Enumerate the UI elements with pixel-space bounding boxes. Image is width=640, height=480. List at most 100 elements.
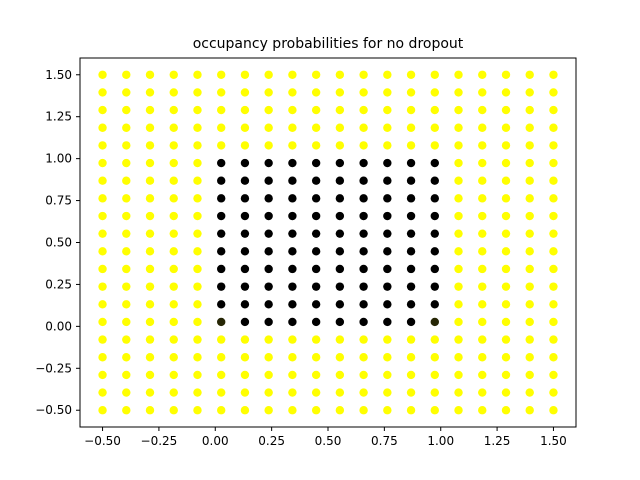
scatter-point-7-2 (145, 282, 155, 291)
scatter-point-4-12 (383, 335, 392, 344)
scatter-point-11-10 (335, 211, 345, 221)
scatter-point-17-4 (193, 105, 202, 115)
scatter-point-2-8 (288, 370, 297, 380)
y-tick-label-6: 1.00 (45, 152, 72, 166)
scatter-point-6-17 (501, 300, 511, 309)
scatter-point-18-10 (335, 88, 345, 97)
scatter-point-10-13 (406, 229, 416, 238)
scatter-point-12-6 (240, 194, 250, 203)
scatter-point-2-1 (122, 370, 131, 380)
scatter-point-16-4 (193, 123, 202, 132)
scatter-point-17-14 (430, 105, 439, 115)
scatter-point-13-11 (359, 176, 368, 185)
scatter-point-4-8 (288, 335, 297, 344)
scatter-point-5-2 (145, 317, 155, 327)
scatter-point-7-8 (288, 282, 297, 291)
scatter-point-10-6 (240, 229, 250, 238)
scatter-point-8-2 (145, 264, 155, 274)
scatter-point-16-13 (406, 123, 416, 132)
scatter-point-16-12 (383, 123, 392, 132)
scatter-point-9-19 (549, 247, 558, 256)
scatter-point-2-7 (264, 370, 273, 380)
scatter-point-13-8 (288, 176, 297, 185)
scatter-point-18-0 (98, 88, 107, 97)
scatter-point-3-11 (359, 353, 368, 362)
scatter-point-0-3 (169, 406, 178, 415)
scatter-point-12-0 (98, 194, 107, 203)
scatter-point-16-14 (430, 123, 439, 132)
scatter-point-11-7 (264, 211, 273, 221)
scatter-point-19-14 (430, 70, 439, 79)
scatter-point-5-9 (311, 317, 321, 327)
scatter-point-2-9 (311, 370, 321, 380)
scatter-point-9-16 (478, 247, 487, 256)
scatter-point-15-3 (169, 141, 178, 150)
x-tick-label-2: 0.00 (202, 434, 229, 448)
scatter-point-6-16 (478, 300, 487, 309)
scatter-point-9-9 (311, 247, 321, 256)
scatter-point-7-19 (549, 282, 558, 291)
scatter-point-5-17 (501, 317, 511, 327)
scatter-point-4-3 (169, 335, 178, 344)
scatter-point-0-18 (525, 406, 534, 415)
x-tick-label-1: −0.25 (141, 434, 178, 448)
scatter-point-5-12 (383, 317, 392, 327)
scatter-point-10-10 (335, 229, 345, 238)
scatter-point-15-14 (430, 141, 439, 150)
scatter-point-6-0 (98, 300, 107, 309)
scatter-point-7-12 (383, 282, 392, 291)
scatter-point-10-1 (122, 229, 131, 238)
scatter-point-17-3 (169, 105, 178, 115)
scatter-point-8-17 (501, 264, 511, 274)
scatter-point-19-6 (240, 70, 250, 79)
scatter-point-17-6 (240, 105, 250, 115)
scatter-point-18-17 (501, 88, 511, 97)
scatter-point-9-1 (122, 247, 131, 256)
scatter-point-1-9 (311, 388, 321, 397)
scatter-point-19-4 (193, 70, 202, 79)
scatter-point-3-1 (122, 353, 131, 362)
scatter-point-14-11 (359, 158, 368, 168)
scatter-point-12-19 (549, 194, 558, 203)
scatter-point-2-18 (525, 370, 534, 380)
scatter-point-15-5 (217, 141, 226, 150)
scatter-point-16-5 (217, 123, 226, 132)
scatter-point-4-7 (264, 335, 273, 344)
scatter-point-7-1 (122, 282, 131, 291)
y-tick-label-7: 1.25 (45, 110, 72, 124)
scatter-point-8-18 (525, 264, 534, 274)
scatter-point-11-3 (169, 211, 178, 221)
scatter-point-1-11 (359, 388, 368, 397)
scatter-point-9-11 (359, 247, 368, 256)
scatter-point-0-16 (478, 406, 487, 415)
scatter-point-0-14 (430, 406, 439, 415)
scatter-point-16-1 (122, 123, 131, 132)
scatter-point-17-0 (98, 105, 107, 115)
scatter-point-18-19 (549, 88, 558, 97)
scatter-point-12-11 (359, 194, 368, 203)
scatter-point-19-9 (311, 70, 321, 79)
scatter-point-13-3 (169, 176, 178, 185)
scatter-point-4-14 (430, 335, 439, 344)
scatter-point-10-8 (288, 229, 297, 238)
y-tick-label-1: −0.25 (35, 361, 72, 375)
scatter-point-0-0 (98, 406, 107, 415)
scatter-point-1-18 (525, 388, 534, 397)
scatter-point-8-1 (122, 264, 131, 274)
y-tick-label-8: 1.50 (45, 68, 72, 82)
scatter-point-19-7 (264, 70, 273, 79)
scatter-point-2-15 (454, 370, 463, 380)
scatter-point-2-17 (501, 370, 511, 380)
scatter-point-0-6 (240, 406, 250, 415)
scatter-point-14-7 (264, 158, 273, 168)
scatter-point-0-15 (454, 406, 463, 415)
y-tick-label-0: −0.50 (35, 403, 72, 417)
scatter-point-2-0 (98, 370, 107, 380)
scatter-point-14-0 (98, 158, 107, 168)
scatter-point-12-3 (169, 194, 178, 203)
scatter-point-0-5 (217, 406, 226, 415)
scatter-point-0-12 (383, 406, 392, 415)
scatter-point-9-17 (501, 247, 511, 256)
